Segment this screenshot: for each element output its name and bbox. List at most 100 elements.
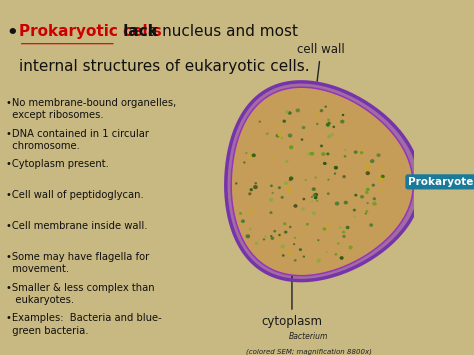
Circle shape <box>250 189 252 191</box>
Circle shape <box>255 183 256 184</box>
Circle shape <box>316 114 318 116</box>
Circle shape <box>300 249 301 250</box>
Circle shape <box>340 257 343 259</box>
Circle shape <box>284 182 287 184</box>
Circle shape <box>328 135 331 138</box>
Circle shape <box>282 129 283 130</box>
Circle shape <box>366 163 368 165</box>
Circle shape <box>365 191 368 193</box>
Circle shape <box>315 177 316 178</box>
Circle shape <box>294 260 296 261</box>
Circle shape <box>276 135 279 137</box>
Text: a nucleus and most: a nucleus and most <box>143 24 298 39</box>
Circle shape <box>366 168 369 171</box>
Circle shape <box>278 133 282 136</box>
Circle shape <box>313 194 316 196</box>
Circle shape <box>279 234 280 236</box>
Circle shape <box>328 122 330 124</box>
Circle shape <box>283 255 284 256</box>
Circle shape <box>349 246 352 249</box>
Circle shape <box>365 213 366 214</box>
Circle shape <box>354 216 355 217</box>
Circle shape <box>306 223 308 225</box>
Circle shape <box>346 226 349 229</box>
Circle shape <box>338 243 339 244</box>
Circle shape <box>281 197 283 198</box>
Circle shape <box>278 238 281 240</box>
Circle shape <box>361 196 364 198</box>
Circle shape <box>290 226 291 228</box>
Circle shape <box>308 153 311 155</box>
Circle shape <box>272 192 273 193</box>
Circle shape <box>289 112 291 114</box>
Circle shape <box>302 126 305 129</box>
Circle shape <box>252 154 255 157</box>
Circle shape <box>328 193 329 194</box>
Circle shape <box>327 124 329 126</box>
Circle shape <box>303 198 305 200</box>
Circle shape <box>371 160 374 162</box>
Circle shape <box>323 228 326 230</box>
Circle shape <box>289 179 291 181</box>
Circle shape <box>360 149 361 150</box>
Circle shape <box>244 162 245 163</box>
Text: •Cell wall of peptidoglycan.: •Cell wall of peptidoglycan. <box>6 190 144 200</box>
Circle shape <box>324 163 326 164</box>
Circle shape <box>288 190 290 192</box>
Circle shape <box>355 155 356 156</box>
Circle shape <box>315 197 317 198</box>
Circle shape <box>339 142 340 143</box>
Circle shape <box>294 205 297 207</box>
Circle shape <box>366 189 369 190</box>
Circle shape <box>380 178 383 181</box>
Circle shape <box>282 137 283 138</box>
Circle shape <box>310 152 313 155</box>
Text: lack: lack <box>118 24 158 39</box>
Text: cytoplasm: cytoplasm <box>262 272 322 328</box>
Circle shape <box>276 126 277 127</box>
Circle shape <box>265 236 266 237</box>
Circle shape <box>284 223 286 225</box>
Circle shape <box>281 250 283 252</box>
Circle shape <box>289 251 292 253</box>
Circle shape <box>274 230 275 232</box>
Circle shape <box>377 154 380 157</box>
Circle shape <box>381 168 382 169</box>
Text: Prokaryotic cells: Prokaryotic cells <box>18 24 161 39</box>
Circle shape <box>361 152 363 153</box>
Circle shape <box>318 240 319 241</box>
Circle shape <box>366 172 369 174</box>
Circle shape <box>271 237 273 239</box>
Circle shape <box>294 237 295 238</box>
Circle shape <box>266 133 268 134</box>
Text: •Some may have flagella for
  movement.: •Some may have flagella for movement. <box>6 252 149 274</box>
Text: •Examples:  Bacteria and blue-
  green bacteria.: •Examples: Bacteria and blue- green bact… <box>6 313 162 336</box>
Circle shape <box>331 133 334 135</box>
Circle shape <box>270 199 273 201</box>
Circle shape <box>279 187 281 189</box>
Circle shape <box>333 126 335 127</box>
Circle shape <box>327 234 328 235</box>
Text: internal structures of eukaryotic cells.: internal structures of eukaryotic cells. <box>18 59 309 74</box>
Circle shape <box>335 166 337 169</box>
Circle shape <box>312 188 315 190</box>
Circle shape <box>255 242 258 244</box>
Circle shape <box>242 220 244 222</box>
Circle shape <box>379 176 381 177</box>
Circle shape <box>366 211 368 212</box>
Circle shape <box>281 245 284 248</box>
Text: cell wall: cell wall <box>297 43 345 81</box>
Circle shape <box>302 208 304 210</box>
Text: •DNA contained in 1 circular
  chromosome.: •DNA contained in 1 circular chromosome. <box>6 129 149 151</box>
Circle shape <box>373 202 376 205</box>
Circle shape <box>343 176 345 178</box>
Circle shape <box>302 232 303 233</box>
Circle shape <box>355 195 356 196</box>
Circle shape <box>249 228 251 230</box>
Circle shape <box>320 145 322 147</box>
Circle shape <box>317 260 320 262</box>
Circle shape <box>328 224 330 226</box>
Circle shape <box>286 111 288 113</box>
Circle shape <box>328 179 329 180</box>
Circle shape <box>272 159 273 160</box>
